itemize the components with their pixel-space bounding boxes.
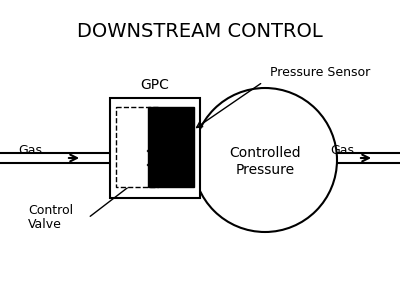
Text: Gas: Gas (18, 143, 42, 157)
Text: GPC: GPC (140, 78, 170, 92)
Bar (110, 98, 200, 198)
Text: Controlled: Controlled (229, 146, 301, 160)
Circle shape (193, 88, 337, 232)
Text: DOWNSTREAM CONTROL: DOWNSTREAM CONTROL (77, 22, 323, 41)
Text: Control: Control (28, 203, 73, 217)
Text: Gas: Gas (330, 143, 354, 157)
Bar (148, 107, 194, 187)
Text: Pressure Sensor: Pressure Sensor (270, 65, 370, 79)
Text: Pressure: Pressure (236, 163, 294, 177)
Bar (116, 107, 158, 187)
Text: Valve: Valve (28, 218, 62, 232)
